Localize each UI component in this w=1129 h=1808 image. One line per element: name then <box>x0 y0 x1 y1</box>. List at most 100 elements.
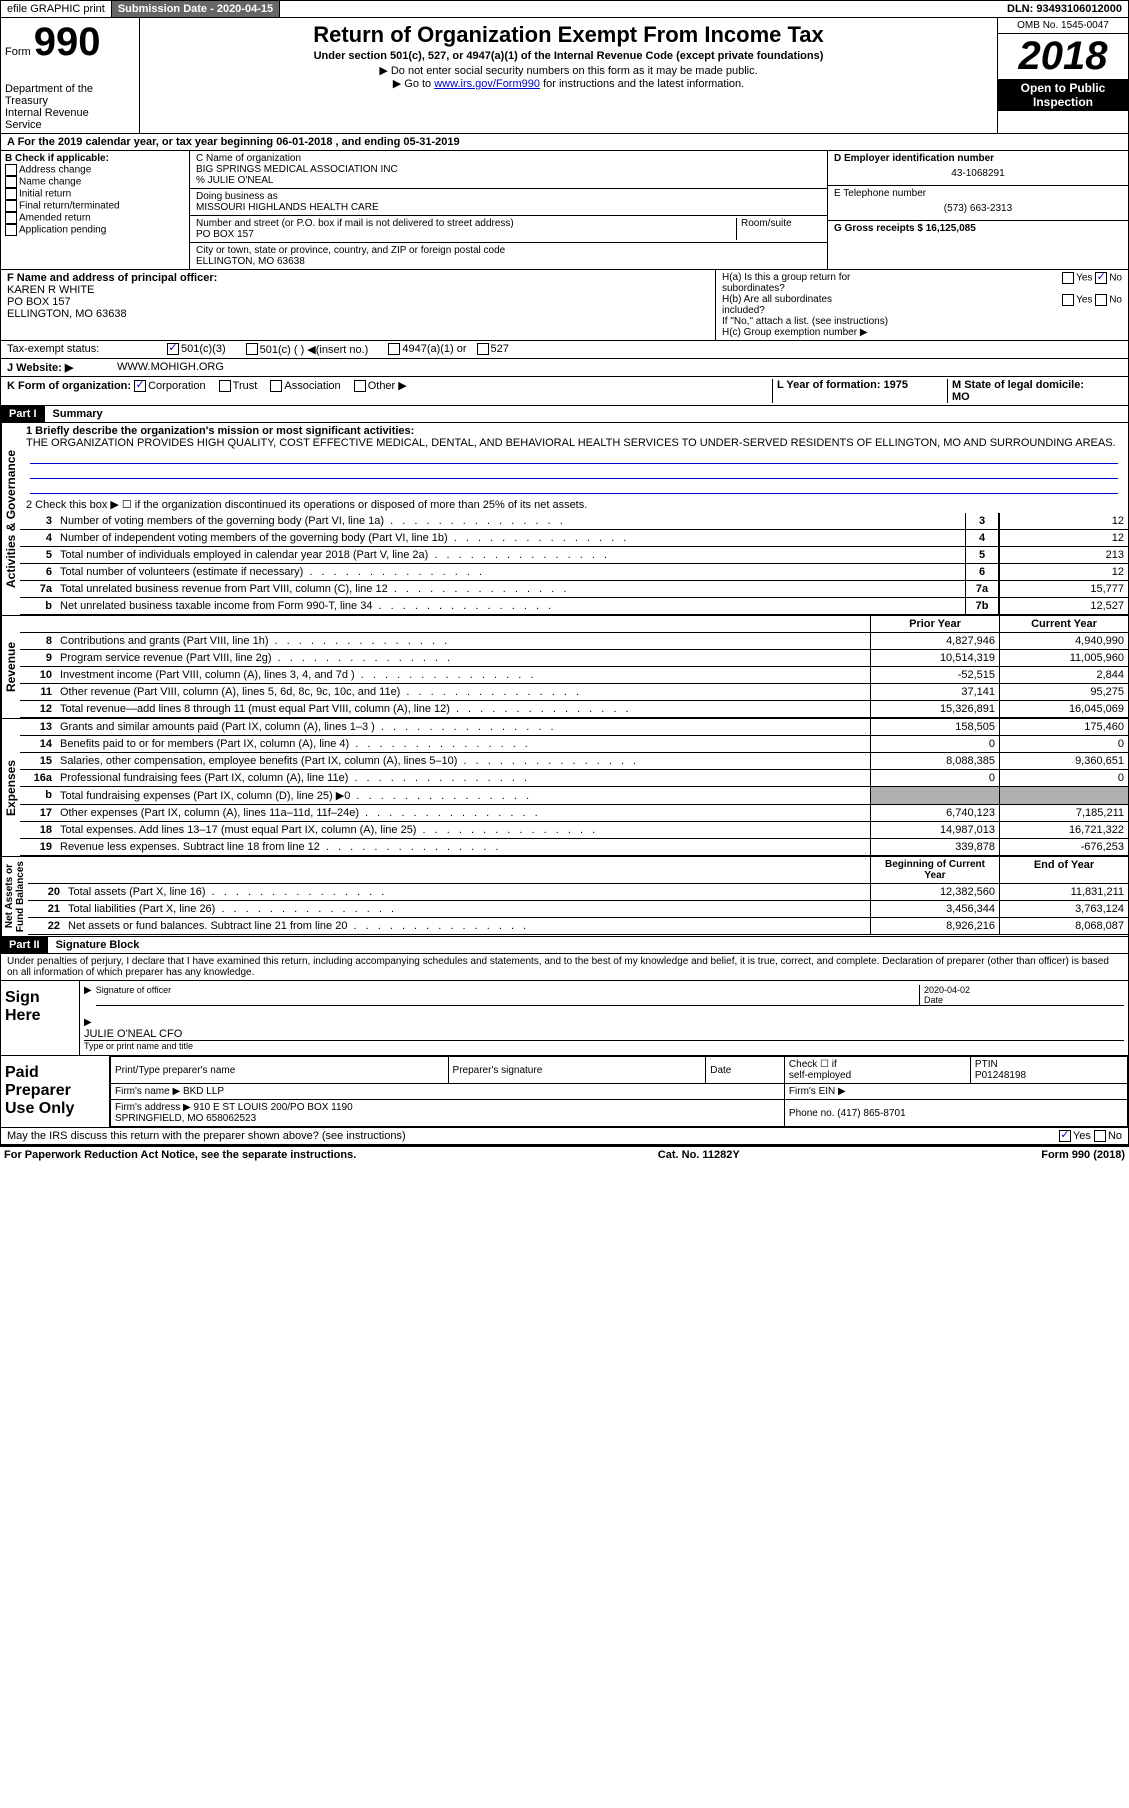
ha-no[interactable] <box>1095 272 1107 284</box>
title-main: Return of Organization Exempt From Incom… <box>144 22 993 48</box>
data-line: 19Revenue less expenses. Subtract line 1… <box>20 839 1128 856</box>
ha-label: H(a) Is this a group return for subordin… <box>722 272 850 294</box>
prior-year-header: Prior Year <box>870 616 999 632</box>
revenue-vlabel: Revenue <box>1 616 20 718</box>
a-text: A For the 2019 calendar year, or tax yea… <box>7 136 460 148</box>
submission-date-button[interactable]: Submission Date - 2020-04-15 <box>112 1 280 17</box>
f-label: F Name and address of principal officer: <box>7 272 709 284</box>
omb-cell: OMB No. 1545-0047 2018 Open to Public In… <box>997 18 1128 133</box>
data-line: 12Total revenue—add lines 8 through 11 (… <box>20 701 1128 718</box>
c-care: % JULIE O'NEAL <box>196 175 821 186</box>
data-line: 15Salaries, other compensation, employee… <box>20 753 1128 770</box>
officer-group-row: F Name and address of principal officer:… <box>0 270 1129 341</box>
part1-header-row: Part I Summary <box>0 406 1129 423</box>
footer-mid: Cat. No. 11282Y <box>658 1149 740 1161</box>
hb-no[interactable] <box>1095 294 1107 306</box>
line2-label: 2 Check this box ▶ ☐ if the organization… <box>20 496 1128 513</box>
firm-addr-label: Firm's address ▶ <box>115 1102 191 1113</box>
netassets-vlabel: Net Assets or Fund Balances <box>1 857 28 936</box>
i-label: Tax-exempt status: <box>7 343 167 356</box>
firm-name-label: Firm's name ▶ <box>115 1086 180 1097</box>
blank-line <box>30 449 1118 464</box>
checkbox-final-return[interactable] <box>5 200 17 212</box>
i-4947[interactable] <box>388 343 400 355</box>
prep-col2: Date <box>706 1057 785 1084</box>
top-bar: efile GRAPHIC print Submission Date - 20… <box>0 0 1129 18</box>
dln-label: DLN: 93493106012000 <box>1001 1 1128 17</box>
data-line: 13Grants and similar amounts paid (Part … <box>20 719 1128 736</box>
checkbox-address-change[interactable] <box>5 164 17 176</box>
paid-prep-label: Paid Preparer Use Only <box>1 1056 110 1127</box>
e-value: (573) 663-2313 <box>834 199 1122 218</box>
data-line: bTotal fundraising expenses (Part IX, co… <box>20 787 1128 805</box>
firm-name: BKD LLP <box>183 1086 224 1097</box>
footer-left: For Paperwork Reduction Act Notice, see … <box>4 1149 356 1161</box>
k-corp[interactable] <box>134 380 146 392</box>
blank-line <box>30 464 1118 479</box>
data-line: 21Total liabilities (Part X, line 26)3,4… <box>28 901 1128 918</box>
prep-col1: Preparer's signature <box>448 1057 706 1084</box>
e-label: E Telephone number <box>834 188 1122 199</box>
part2-label: Part II <box>1 937 48 953</box>
form-number-cell: Form 990 Department of the Treasury Inte… <box>1 18 140 133</box>
c-name: BIG SPRINGS MEDICAL ASSOCIATION INC <box>196 164 821 175</box>
date-label: Date <box>924 995 943 1005</box>
m-label: M State of legal domicile: MO <box>947 379 1122 403</box>
dept-text: Department of the Treasury Internal Reve… <box>5 83 135 131</box>
org-info-section: B Check if applicable: Address change Na… <box>0 151 1129 270</box>
hb-yes[interactable] <box>1062 294 1074 306</box>
checkbox-initial-return[interactable] <box>5 188 17 200</box>
checkbox-pending[interactable] <box>5 224 17 236</box>
gov-line: 7aTotal unrelated business revenue from … <box>20 581 1128 598</box>
governance-vlabel: Activities & Governance <box>1 423 20 615</box>
paid-preparer-section: Paid Preparer Use Only Print/Type prepar… <box>0 1056 1129 1128</box>
omb-number: OMB No. 1545-0047 <box>998 18 1128 34</box>
revenue-section: Revenue Prior Year Current Year 8Contrib… <box>0 616 1129 719</box>
discuss-yes[interactable] <box>1059 1130 1071 1142</box>
instr1: ▶ Do not enter social security numbers o… <box>144 64 993 77</box>
check-self-employed: Check ☐ if self-employed <box>784 1057 970 1084</box>
addr-value: PO BOX 157 <box>196 229 736 240</box>
b-items: Address change Name change Initial retur… <box>5 164 185 236</box>
hb-label: H(b) Are all subordinates included? <box>722 294 832 316</box>
expenses-section: Expenses 13Grants and similar amounts pa… <box>0 719 1129 857</box>
sign-here-section: Sign Here Signature of officer 2020-04-0… <box>0 981 1129 1056</box>
phone-label: Phone no. (417) 865-8701 <box>784 1100 1127 1127</box>
part2-header-row: Part II Signature Block <box>0 937 1129 954</box>
firm-ein-label: Firm's EIN ▶ <box>784 1084 1127 1100</box>
line1-text: THE ORGANIZATION PROVIDES HIGH QUALITY, … <box>26 437 1122 449</box>
section-a-line: A For the 2019 calendar year, or tax yea… <box>0 134 1129 151</box>
k-trust[interactable] <box>219 380 231 392</box>
g-label: G Gross receipts $ 16,125,085 <box>828 221 1128 236</box>
k-label: K Form of organization: <box>7 380 131 392</box>
form-label: Form <box>5 46 31 58</box>
tax-status-row: Tax-exempt status: 501(c)(3) 501(c) ( ) … <box>0 341 1129 359</box>
i-527[interactable] <box>477 343 489 355</box>
data-line: 17Other expenses (Part IX, column (A), l… <box>20 805 1128 822</box>
checkboxes-b: B Check if applicable: Address change Na… <box>1 151 190 269</box>
discuss-no[interactable] <box>1094 1130 1106 1142</box>
name-title: JULIE O'NEAL CFO <box>84 1028 1124 1040</box>
addr-label: Number and street (or P.O. box if mail i… <box>196 218 736 229</box>
k-assoc[interactable] <box>270 380 282 392</box>
f-name: KAREN R WHITE PO BOX 157 ELLINGTON, MO 6… <box>7 284 709 320</box>
form-number: 990 <box>34 20 101 64</box>
sig-officer-label: Signature of officer <box>96 985 919 1006</box>
end-year-header: End of Year <box>999 857 1128 883</box>
form-header: Form 990 Department of the Treasury Inte… <box>0 18 1129 134</box>
form990-link[interactable]: www.irs.gov/Form990 <box>434 78 540 90</box>
instr2: ▶ Go to www.irs.gov/Form990 for instruct… <box>144 77 993 90</box>
dba-label: Doing business as <box>196 191 821 202</box>
i-501c[interactable] <box>246 343 258 355</box>
checkbox-amended[interactable] <box>5 212 17 224</box>
data-line: 20Total assets (Part X, line 16)12,382,5… <box>28 884 1128 901</box>
h-note: If "No," attach a list. (see instruction… <box>722 316 1122 327</box>
ha-yes[interactable] <box>1062 272 1074 284</box>
part1-label: Part I <box>1 406 45 422</box>
i-501c3[interactable] <box>167 343 179 355</box>
data-line: 18Total expenses. Add lines 13–17 (must … <box>20 822 1128 839</box>
checkbox-name-change[interactable] <box>5 176 17 188</box>
k-other[interactable] <box>354 380 366 392</box>
room-label: Room/suite <box>736 218 821 240</box>
l-label: L Year of formation: 1975 <box>772 379 947 403</box>
